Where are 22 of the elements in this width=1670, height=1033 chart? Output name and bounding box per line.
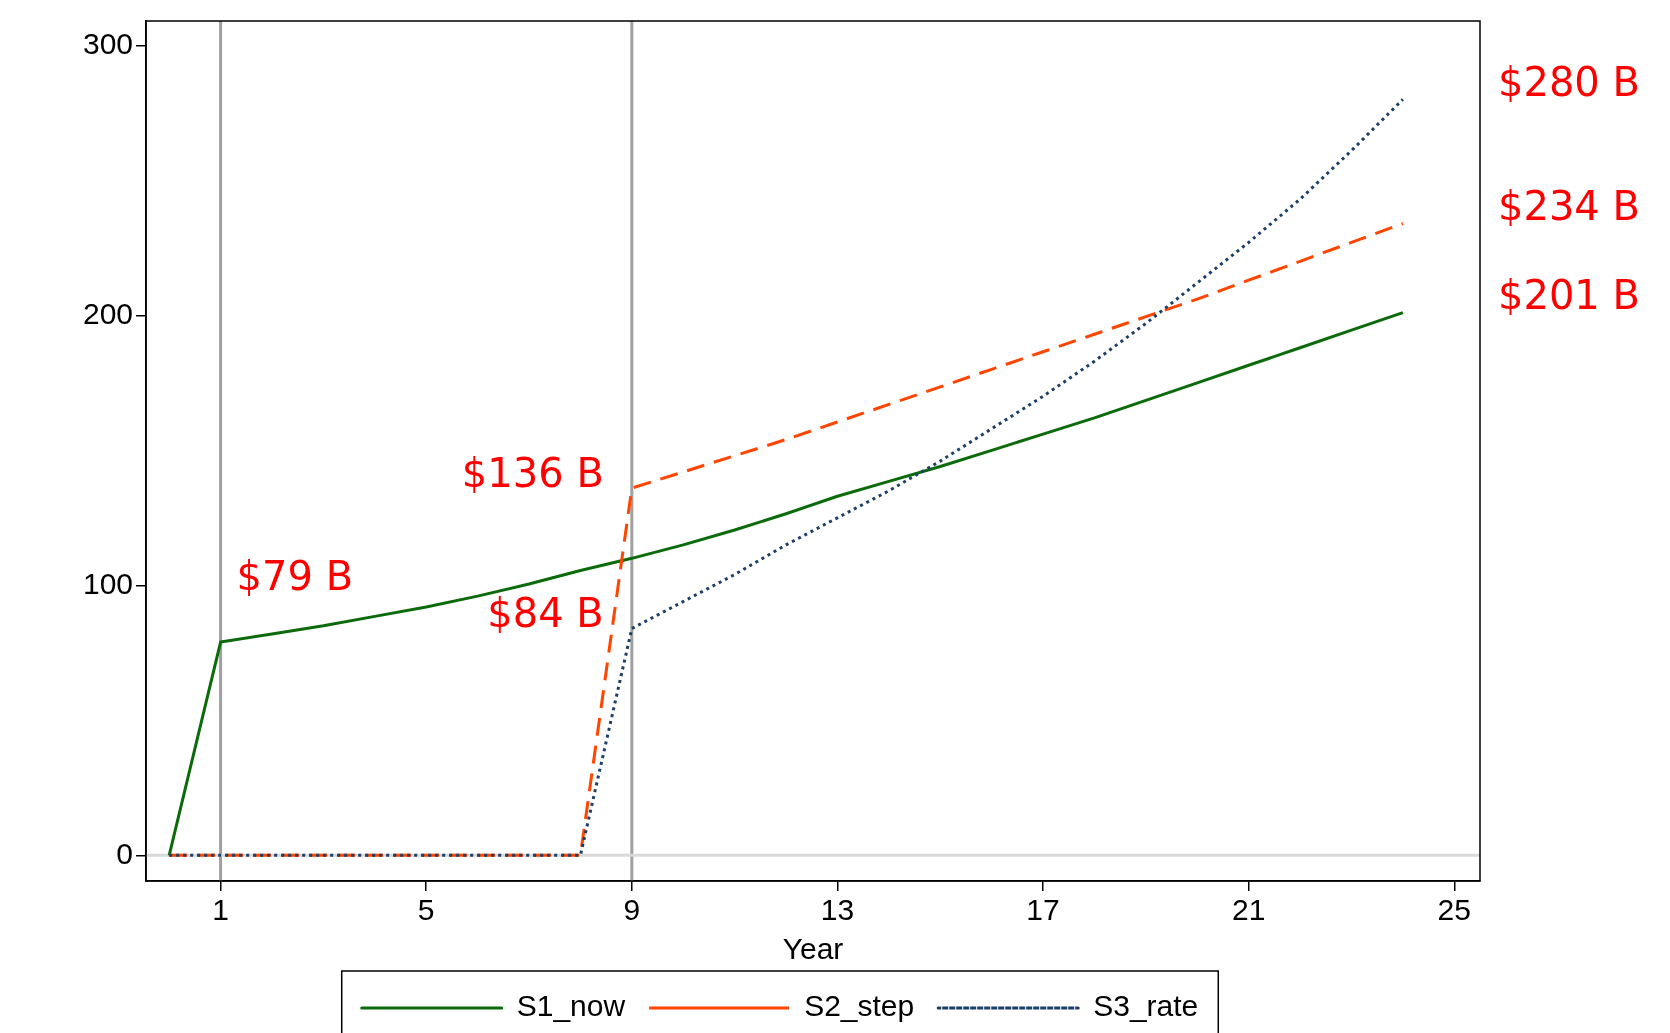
annotation: $201 B xyxy=(1498,272,1640,319)
x-tick-label: 1 xyxy=(212,893,229,927)
x-tick-label: 17 xyxy=(1026,893,1060,927)
annotation: $79 B xyxy=(236,553,354,600)
annotation: $136 B xyxy=(461,449,604,496)
y-tick-label: 100 xyxy=(82,566,134,600)
x-tick-label: 9 xyxy=(623,893,641,927)
x-tick-label: 13 xyxy=(820,893,855,927)
legend-label: S3_rate xyxy=(1093,989,1199,1023)
annotation: $280 B xyxy=(1498,58,1640,105)
legend-label: S1_now xyxy=(516,989,626,1023)
x-tick-label: 21 xyxy=(1231,893,1266,927)
legend-label: S2_step xyxy=(804,989,915,1023)
annotation: $84 B xyxy=(487,589,604,636)
y-tick-label: 200 xyxy=(82,296,134,330)
y-tick-label: 0 xyxy=(116,836,134,870)
x-tick-label: 25 xyxy=(1437,893,1471,927)
annotation: $234 B xyxy=(1498,182,1640,229)
y-tick-label: 300 xyxy=(82,26,134,60)
x-axis-title: Year xyxy=(782,932,844,966)
x-tick-label: 5 xyxy=(417,893,435,927)
line-series xyxy=(167,97,1405,857)
